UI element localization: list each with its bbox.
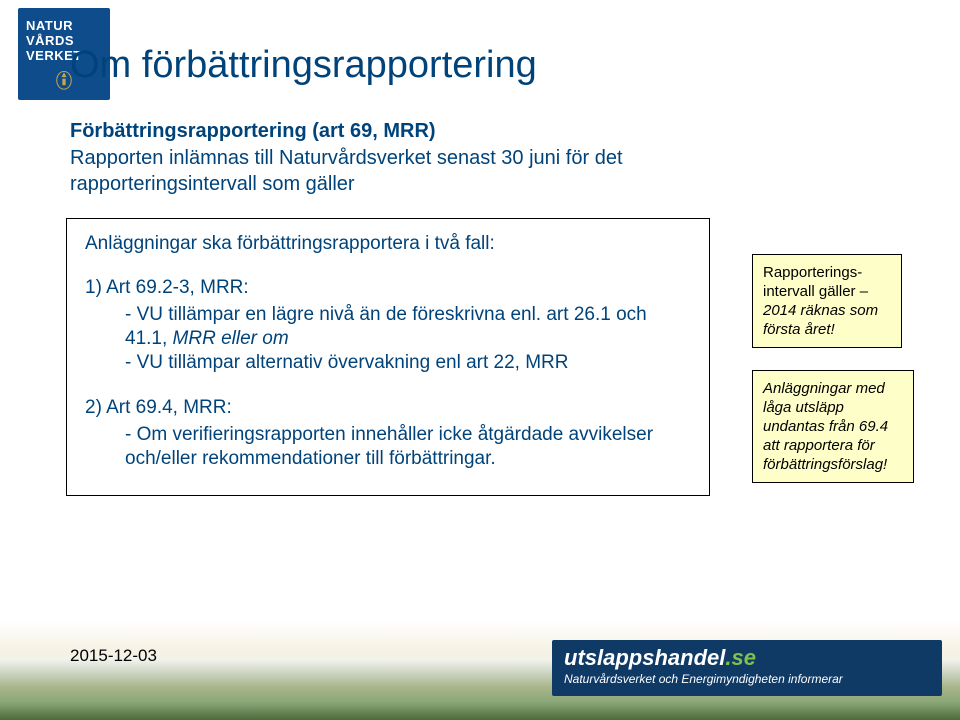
item2-label: 2) Art 69.4, MRR: <box>85 397 691 419</box>
callout-low-emissions: Anläggningar med låga utsläpp undantas f… <box>752 370 914 483</box>
main-content-box: Anläggningar ska förbättringsrapportera … <box>66 218 710 496</box>
mainbox-item-2: 2) Art 69.4, MRR: - Om verifieringsrappo… <box>85 397 691 471</box>
mainbox-item-1: 1) Art 69.2-3, MRR: - VU tillämpar en lä… <box>85 277 691 375</box>
brand-site-name: utslappshandel <box>564 645 725 670</box>
page-title: Om förbättringsrapportering <box>70 44 537 87</box>
logo-line: NATUR <box>26 18 102 33</box>
brand-subtitle: Naturvårdsverket och Energimyndigheten i… <box>564 672 930 686</box>
item1-label: 1) Art 69.2-3, MRR: <box>85 277 691 299</box>
footer-brand-bar: utslappshandel.se Naturvårdsverket och E… <box>552 640 942 696</box>
mainbox-intro: Anläggningar ska förbättringsrapportera … <box>85 233 691 255</box>
subtitle-heading: Förbättringsrapportering (art 69, MRR) <box>70 120 720 143</box>
item1-sub1: - VU tillämpar en lägre nivå än de föres… <box>125 303 691 351</box>
footer-date: 2015-12-03 <box>70 646 157 666</box>
item2-sub: - Om verifieringsrapporten innehåller ic… <box>125 423 691 471</box>
callout-reporting-interval: Rapporterings- intervall gäller – 2014 r… <box>752 254 902 348</box>
callout1-line1: Rapporterings- <box>763 264 862 281</box>
brand-site-dot: .se <box>725 645 756 670</box>
item1-sub1-italic: MRR eller om <box>173 328 289 349</box>
subtitle-body: Rapporten inlämnas till Naturvårdsverket… <box>70 145 720 197</box>
subtitle-block: Förbättringsrapportering (art 69, MRR) R… <box>70 120 720 197</box>
slide: NATUR VÅRDS VERKET Om förbättringsrappor… <box>0 0 960 720</box>
callout1-line2b: 2014 räknas som första året! <box>763 302 878 338</box>
item1-sub2: - VU tillämpar alternativ övervakning en… <box>125 351 691 375</box>
brand-site: utslappshandel.se <box>564 646 930 670</box>
callout2-text: Anläggningar med låga utsläpp undantas f… <box>763 380 888 473</box>
callout1-line2a: intervall gäller – <box>763 283 868 300</box>
